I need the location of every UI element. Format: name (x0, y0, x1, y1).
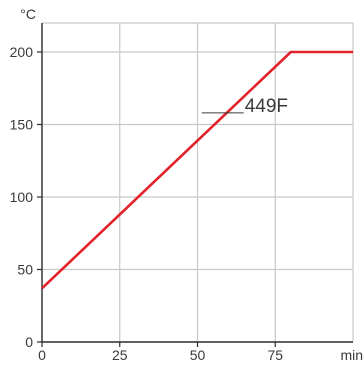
y-axis-unit-label: °C (20, 6, 36, 22)
x-tick-label: 75 (267, 347, 283, 363)
grid (42, 22, 354, 342)
x-axis-unit-label: min (340, 347, 363, 363)
x-tick-label: 50 (190, 347, 206, 363)
x-tick-label: 0 (38, 347, 46, 363)
x-tick-labels: 0 25 50 75 (38, 347, 283, 363)
y-tick-label: 100 (10, 189, 34, 205)
y-tick-label: 50 (17, 262, 33, 278)
y-tick-label: 150 (10, 117, 34, 133)
x-tick-label: 25 (112, 347, 128, 363)
axes (37, 23, 353, 347)
y-tick-label: 200 (10, 44, 34, 60)
series-line-0 (41, 50, 353, 290)
annotations: 449F (201, 96, 288, 117)
y-tick-label: 0 (25, 334, 33, 350)
y-tick-labels: 0 50 100 150 200 (10, 44, 34, 350)
series (41, 50, 353, 290)
annotation-label: 449F (245, 96, 288, 117)
